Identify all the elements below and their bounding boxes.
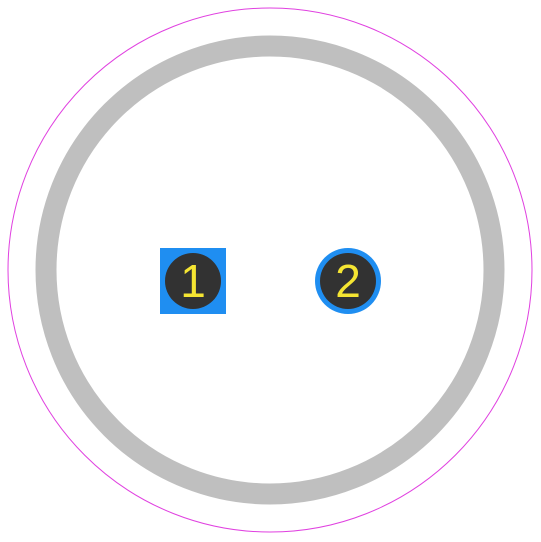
footprint-diagram: 12 (0, 0, 541, 542)
pad-1-label: 1 (180, 255, 206, 307)
pad-2-label: 2 (335, 255, 361, 307)
courtyard-outline (8, 8, 532, 532)
pad-1: 1 (160, 248, 226, 314)
pad-2: 2 (315, 248, 381, 314)
diagram-svg: 12 (0, 0, 541, 542)
silkscreen-ring (46, 46, 494, 494)
